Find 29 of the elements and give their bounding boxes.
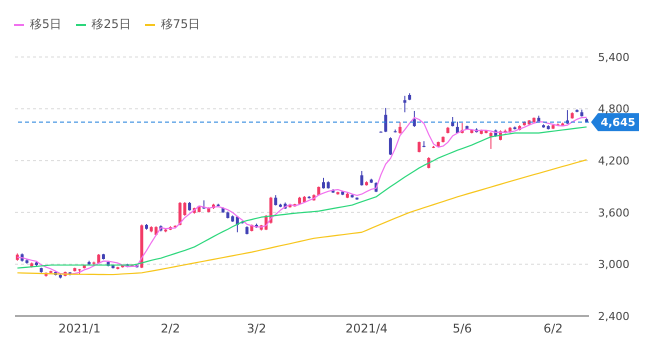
y-tick-label: 4,200: [598, 154, 630, 168]
legend-label: 移25日: [92, 16, 131, 33]
candlestick: [398, 122, 402, 134]
y-tick-label: 5,400: [598, 50, 630, 64]
candlestick: [360, 170, 364, 186]
legend-label: 移5日: [30, 16, 62, 33]
y-tick-label: 2,400: [598, 310, 630, 323]
x-tick-label: 2/2: [160, 322, 180, 336]
x-tick-label: 3/2: [246, 322, 266, 336]
candlestick: [403, 95, 406, 113]
candlestick: [412, 110, 416, 128]
ref-line-label: 4,645: [600, 116, 636, 130]
x-tick-label: 2021/1: [58, 322, 101, 336]
y-tick-label: 3,000: [598, 258, 630, 272]
candlestick: [489, 132, 492, 150]
candlestick: [274, 194, 278, 206]
y-tick-label: 4,800: [598, 102, 630, 116]
candlestick: [384, 107, 388, 133]
y-tick-label: 3,600: [598, 206, 630, 220]
candlestick: [418, 141, 421, 153]
candlestick: [388, 136, 392, 156]
candlestick: [178, 202, 182, 226]
candlestick: [183, 202, 186, 216]
line-series: [16, 159, 588, 276]
candlestick: [322, 177, 325, 190]
legend-label: 移75日: [160, 16, 200, 33]
x-tick-label: 5/6: [452, 322, 472, 336]
x-tick-label: 2021/4: [345, 322, 388, 336]
x-tick-label: 6/2: [543, 322, 563, 336]
